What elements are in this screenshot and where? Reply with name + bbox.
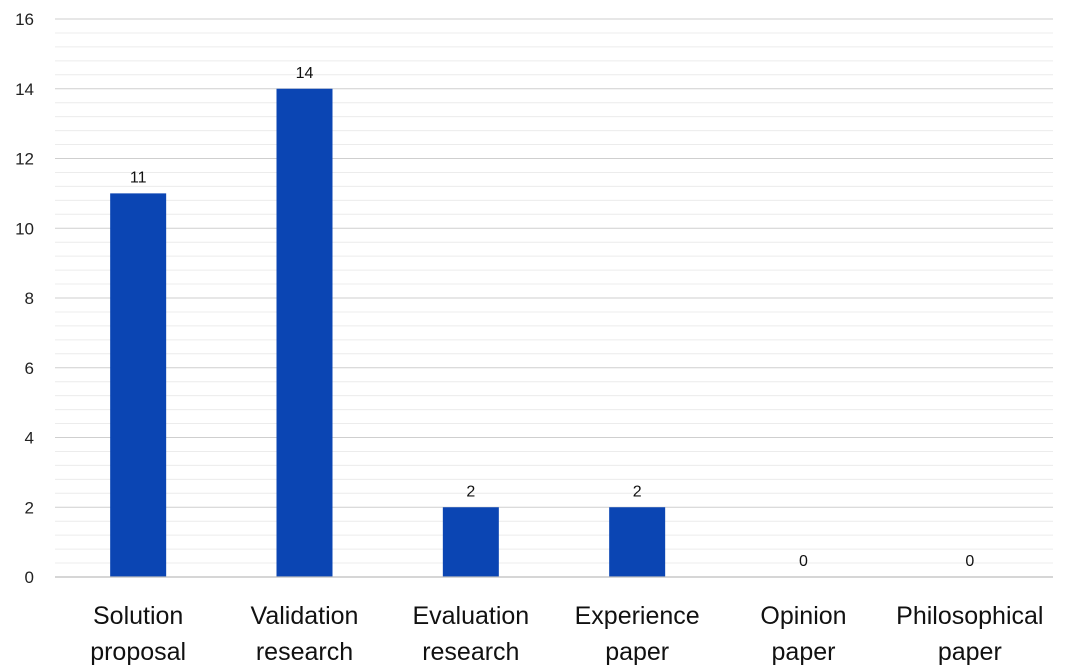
y-tick-label: 0 — [25, 568, 34, 587]
x-tick-label: proposal — [90, 638, 186, 666]
y-tick-label: 6 — [25, 359, 34, 378]
y-axis: 0 2 4 6 8 10 12 14 16 — [15, 10, 34, 587]
bar — [276, 88, 333, 577]
data-labels: 11 14 2 2 0 0 — [130, 65, 975, 570]
y-tick-label: 10 — [15, 219, 34, 238]
x-tick-label: research — [422, 638, 519, 666]
x-tick-label: Solution — [93, 602, 183, 630]
y-tick-label: 14 — [15, 80, 34, 99]
x-tick-label: Evaluation — [412, 602, 529, 630]
y-tick-label: 16 — [15, 10, 34, 29]
data-label: 14 — [296, 65, 314, 82]
data-label: 2 — [633, 483, 642, 500]
bar — [110, 193, 167, 577]
x-tick-label: Experience — [575, 602, 700, 630]
y-tick-label: 2 — [25, 498, 34, 517]
x-tick-label: paper — [772, 638, 836, 666]
x-axis: Solution proposal Validation research Evalua… — [55, 576, 1053, 666]
x-tick-label: Philosophical — [896, 602, 1043, 630]
data-label: 11 — [130, 169, 147, 186]
data-label: 0 — [799, 553, 808, 570]
x-tick-label: Validation — [251, 602, 359, 630]
bar — [609, 507, 666, 577]
bars — [110, 88, 666, 577]
bar — [442, 507, 499, 577]
y-tick-label: 12 — [15, 150, 34, 169]
data-label: 2 — [466, 483, 475, 500]
data-label: 0 — [965, 553, 974, 570]
y-tick-label: 8 — [25, 289, 34, 308]
x-tick-label: Opinion — [760, 602, 846, 630]
gridlines — [55, 18, 1053, 564]
x-tick-label: paper — [938, 638, 1002, 666]
x-tick-label: paper — [605, 638, 669, 666]
x-tick-label: research — [256, 638, 353, 666]
y-tick-label: 4 — [25, 429, 34, 448]
